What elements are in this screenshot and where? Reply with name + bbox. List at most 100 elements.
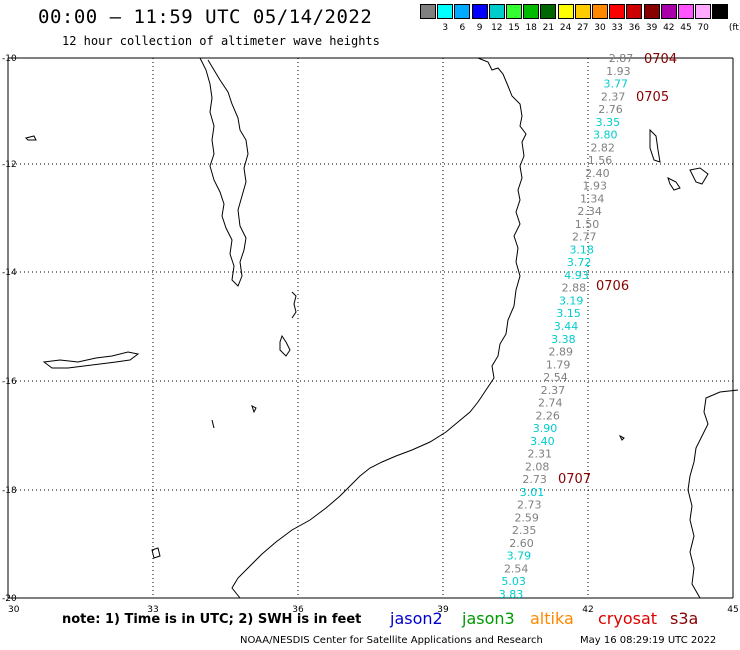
time-tag: 0705 — [636, 90, 669, 105]
lon-label: 42 — [582, 605, 593, 615]
satellite-name: altika — [530, 609, 574, 628]
wave-height-value: 2.73 — [522, 473, 547, 486]
mainland-coastline — [231, 57, 527, 599]
lat-label: -18 — [2, 486, 17, 496]
credit-line: NOAA/NESDIS Center for Satellite Applica… — [240, 635, 543, 646]
legend-swatch — [420, 4, 436, 19]
wave-height-value: 2.54 — [504, 563, 529, 576]
legend-label: 36 — [628, 23, 641, 33]
wave-height-value: 1.50 — [575, 218, 600, 231]
wave-height-value: 5.03 — [501, 575, 526, 588]
wave-height-value: 3.01 — [520, 486, 545, 499]
legend-label: 42 — [663, 23, 675, 33]
legend-label: 3 — [442, 23, 449, 33]
river-line — [291, 291, 297, 319]
wave-height-value: 4.93 — [564, 269, 589, 282]
legend-label: 45 — [680, 23, 692, 33]
legend-label: 27 — [577, 23, 589, 33]
legend-swatch — [557, 4, 574, 19]
wave-height-value: 3.40 — [530, 435, 555, 448]
lake-malawi — [199, 57, 249, 287]
wave-height-value: 3.19 — [559, 295, 584, 308]
satellite-name: jason2 — [390, 609, 443, 628]
wave-height-value: 1.93 — [606, 65, 631, 78]
lat-label: -20 — [2, 594, 17, 604]
footer-note: note: 1) Time is in UTC; 2) SWH is in fe… — [62, 612, 362, 627]
lake-malombe — [279, 334, 291, 357]
wave-height-value: 2.60 — [509, 537, 534, 550]
moheli-anjouan — [667, 167, 709, 191]
wave-height-value: 2.08 — [525, 460, 550, 473]
time-tag: 0707 — [558, 472, 591, 487]
lon-label: 39 — [437, 605, 449, 615]
page-subtitle: 12 hour collection of altimeter wave hei… — [62, 34, 380, 48]
legend-label: 33 — [611, 23, 623, 33]
legend-swatch — [506, 4, 522, 19]
legend-swatch — [712, 4, 729, 19]
wave-height-value: 2.74 — [538, 397, 563, 410]
legend-label: 15 — [508, 23, 520, 33]
legend-swatch — [609, 4, 626, 19]
legend-label: 12 — [491, 23, 503, 33]
wave-height-value: 1.93 — [583, 180, 608, 193]
wave-height-value: 2.31 — [528, 448, 553, 461]
lon-label: 33 — [147, 605, 158, 615]
wave-height-value: 3.79 — [507, 550, 532, 563]
wave-height-value: 3.38 — [551, 333, 576, 346]
islet — [211, 419, 215, 429]
wave-height-value: 2.82 — [590, 141, 615, 154]
satellite-name: cryosat — [598, 609, 658, 628]
legend-swatch — [592, 4, 608, 19]
generated-timestamp: May 16 08:29:19 UTC 2022 — [580, 635, 717, 646]
legend-swatch — [540, 4, 557, 19]
legend-label: 21 — [542, 23, 555, 33]
wave-height-value: 2.34 — [577, 205, 602, 218]
wave-height-value: 2.40 — [585, 167, 610, 180]
time-tag: 0704 — [644, 52, 677, 67]
legend-swatch — [695, 4, 712, 19]
legend-unit: (ft) — [728, 23, 740, 33]
wave-height-value: 2.77 — [572, 231, 597, 244]
legend-swatch — [454, 4, 471, 19]
legend-swatch — [626, 4, 643, 19]
lat-label: -10 — [2, 54, 17, 64]
lon-label: 30 — [8, 605, 20, 615]
wave-height-value: 2.26 — [535, 409, 560, 422]
wave-height-value: 1.56 — [588, 154, 613, 167]
wave-height-value: 3.18 — [569, 243, 594, 256]
lat-lon-grid: 30 33 36 39 42 45 -10 -12 -14 -16 -18 -20 — [2, 54, 739, 615]
wave-height-value: 3.83 — [499, 588, 524, 601]
wave-height-value: 3.15 — [556, 307, 581, 320]
lat-label: -12 — [2, 160, 17, 170]
legend-swatch — [643, 4, 660, 19]
legend-label: 18 — [525, 23, 537, 33]
wave-height-value: 2.87 — [609, 52, 634, 65]
legend-label: 9 — [476, 23, 483, 33]
legend-swatch — [488, 4, 505, 19]
page-title: 00:00 – 11:59 UTC 05/14/2022 — [38, 6, 373, 28]
satellite-name: s3a — [670, 609, 699, 628]
legend-swatch — [660, 4, 677, 19]
wave-height-value: 2.89 — [549, 346, 574, 359]
legend-swatch — [471, 4, 488, 19]
legend-swatch — [574, 4, 591, 19]
legend-swatch — [523, 4, 540, 19]
wave-height-value: 2.54 — [543, 371, 568, 384]
wave-height-value: 2.35 — [512, 524, 537, 537]
wave-height-value: 3.72 — [567, 256, 592, 269]
legend-label: 6 — [459, 23, 466, 33]
wave-height-value: 2.37 — [601, 90, 626, 103]
altimeter-observations: 2.871.933.772.372.763.353.802.821.562.40… — [499, 52, 677, 601]
wave-height-value: 2.37 — [541, 384, 566, 397]
coastlines — [25, 57, 739, 599]
wave-height-value: 1.34 — [580, 192, 605, 205]
legend-label: 70 — [697, 23, 709, 33]
legend-label: 30 — [594, 23, 606, 33]
wave-height-value: 3.80 — [593, 129, 618, 142]
legend-label: 24 — [559, 23, 572, 33]
lat-label: -14 — [2, 268, 17, 278]
lon-label: 36 — [292, 605, 304, 615]
wave-height-value: 3.44 — [554, 320, 579, 333]
lon-label: 45 — [727, 605, 738, 615]
